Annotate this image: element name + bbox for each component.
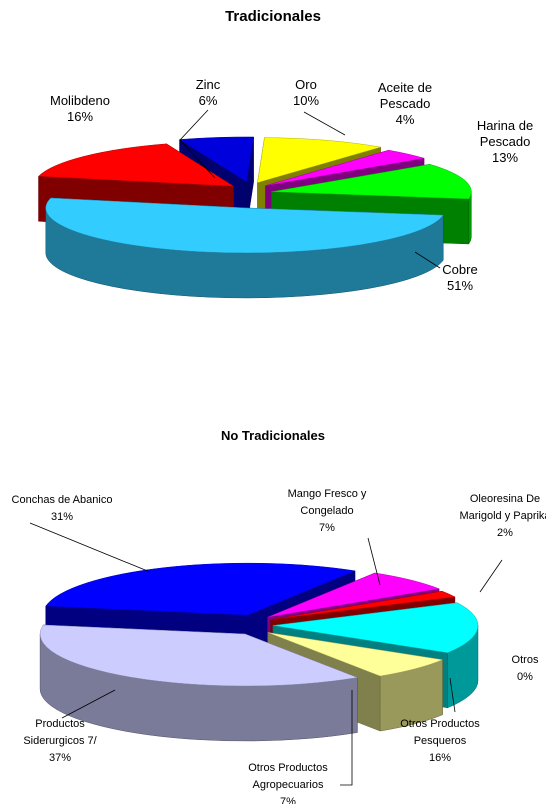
- slice-label: Otros Productos Agropecuarios 7%: [241, 760, 336, 804]
- slice-label: Oleoresina De Marigold y Paprika 2%: [453, 491, 546, 542]
- slice: [270, 590, 456, 620]
- slice: [257, 137, 381, 183]
- category-label: Aceite de Pescado: [377, 80, 433, 111]
- value-label: 6%: [198, 93, 218, 108]
- value-label: 16%: [66, 109, 94, 124]
- category-label: Oro: [295, 77, 317, 92]
- slice: [267, 632, 444, 677]
- chart-title: Tradicionales: [225, 8, 321, 25]
- leader-line: [29, 522, 151, 573]
- category-label: Zinc: [195, 77, 221, 92]
- slice: [265, 149, 425, 186]
- slice-label: Conchas de Abanico 31%: [0, 492, 127, 526]
- category-label: Molibdeno: [50, 93, 110, 108]
- slice: [45, 562, 356, 616]
- slice-wall: [468, 191, 472, 245]
- value-label: 51%: [446, 278, 474, 293]
- leader-line: [414, 251, 441, 269]
- leader-line: [179, 109, 216, 179]
- category-label: Mango Fresco y Congelado: [287, 488, 367, 517]
- slice: [45, 197, 444, 254]
- category-label: Conchas de Abanico: [11, 494, 113, 506]
- slice-label: Otros 0%: [505, 652, 545, 686]
- value-label: 0%: [517, 671, 533, 683]
- slice-label: Molibdeno 16%: [35, 93, 125, 125]
- category-label: Otros: [511, 654, 539, 666]
- slice-label: Oro 10%: [276, 77, 336, 109]
- slice-label: Otros Productos Pesqueros 16%: [393, 716, 488, 767]
- value-label: 7%: [319, 522, 335, 534]
- leader-line: [449, 677, 456, 713]
- category-label: Otros Productos Pesqueros: [400, 718, 480, 747]
- slice: [272, 602, 479, 654]
- category-label: Productos Siderurgicos 7/: [23, 718, 97, 747]
- leader-line: [61, 689, 116, 719]
- slice-label: Productos Siderurgicos 7/37%: [13, 716, 108, 767]
- value-label: 31%: [50, 511, 74, 523]
- category-label: Otros Productos Agropecuarios: [248, 762, 328, 791]
- slice: [271, 164, 472, 200]
- value-label: 16%: [428, 752, 452, 764]
- value-label: 7%: [280, 796, 296, 804]
- value-label: 4%: [395, 112, 415, 127]
- leader-line: [303, 111, 346, 136]
- category-label: Cobre: [442, 262, 478, 277]
- slice-label: Aceite de Pescado 4%: [368, 80, 443, 128]
- slice: [37, 143, 235, 187]
- slice: [178, 136, 254, 183]
- value-label: 10%: [292, 93, 320, 108]
- value-label: 2%: [497, 527, 513, 539]
- leader-line: [340, 690, 353, 786]
- slice-label: Mango Fresco y Congelado 7%: [280, 486, 375, 537]
- leader-line: [367, 537, 381, 586]
- value-label: 13%: [491, 150, 519, 165]
- chart-title: No Tradicionales: [220, 428, 326, 443]
- slice: [267, 572, 441, 618]
- slice-label: Harina de Pescado 13%: [465, 118, 545, 166]
- leader-line: [479, 559, 503, 593]
- slice-label: Zinc 6%: [183, 77, 233, 109]
- slice: [39, 624, 359, 687]
- slice-label: Cobre 51%: [430, 262, 490, 294]
- value-label: 37%: [48, 752, 72, 764]
- category-label: Harina de Pescado: [476, 118, 534, 149]
- category-label: Oleoresina De Marigold y Paprika: [459, 493, 546, 522]
